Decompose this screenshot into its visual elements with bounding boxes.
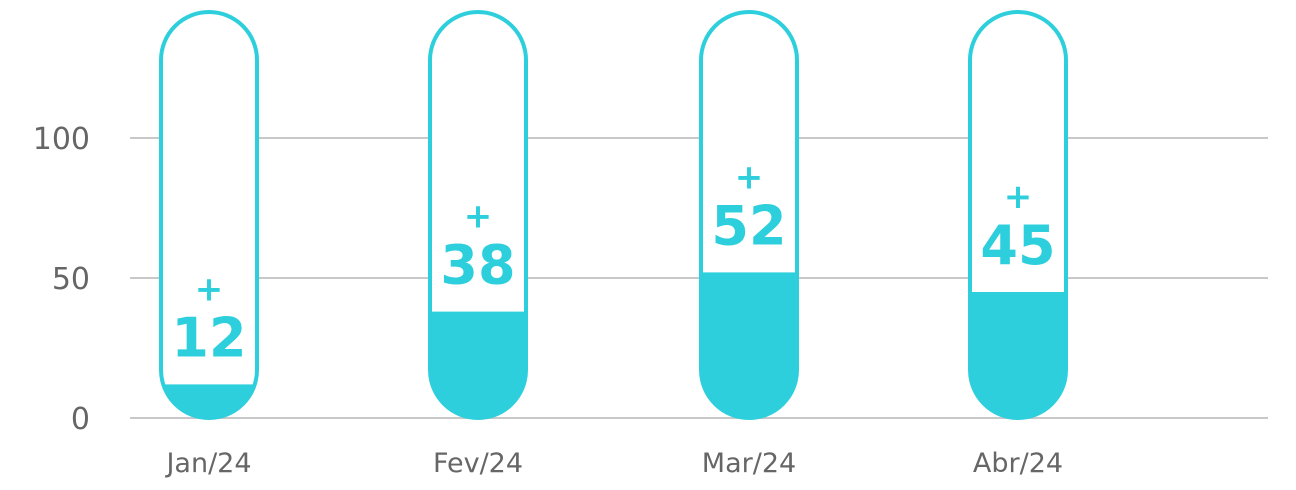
- bar-group-4: 45+: [968, 10, 1068, 420]
- x-axis-labels: Jan/24 Fev/24 Mar/24 Abr/24: [164, 448, 1063, 479]
- tube-outline: [428, 10, 528, 420]
- plus-sign: +: [735, 157, 764, 197]
- tube-background: [161, 12, 257, 418]
- x-tick-label-1: Jan/24: [164, 448, 251, 479]
- y-tick-label-0: 0: [71, 402, 90, 437]
- bar-group-2: 38+: [428, 10, 528, 420]
- tube-outline: [159, 10, 259, 420]
- bar-group-1: 12+: [159, 10, 259, 420]
- data-label-Mar/24: 52: [711, 194, 786, 257]
- bar-group-3: 52+: [699, 10, 799, 420]
- bar-fill-Abr/24: [970, 292, 1066, 418]
- plus-sign: +: [1004, 177, 1033, 217]
- plus-sign: +: [464, 197, 493, 237]
- x-tick-label-3: Mar/24: [702, 448, 796, 479]
- plus-sign: +: [195, 269, 224, 309]
- bars: 12+ 38+ 52+45+: [159, 10, 1068, 420]
- y-tick-label-50: 50: [52, 262, 90, 297]
- data-label-Fev/24: 38: [440, 234, 515, 297]
- tube-outline: [699, 10, 799, 420]
- y-axis-ticks: 0 50 100: [33, 122, 90, 437]
- x-tick-label-4: Abr/24: [973, 448, 1063, 479]
- data-label-Jan/24: 12: [171, 306, 246, 369]
- bar-fill-Mar/24: [701, 272, 797, 418]
- tube-outline: [968, 10, 1068, 420]
- data-label-Abr/24: 45: [980, 214, 1055, 277]
- bar-fill-Fev/24: [430, 311, 526, 418]
- y-tick-label-100: 100: [33, 122, 90, 157]
- x-tick-label-2: Fev/24: [433, 448, 523, 479]
